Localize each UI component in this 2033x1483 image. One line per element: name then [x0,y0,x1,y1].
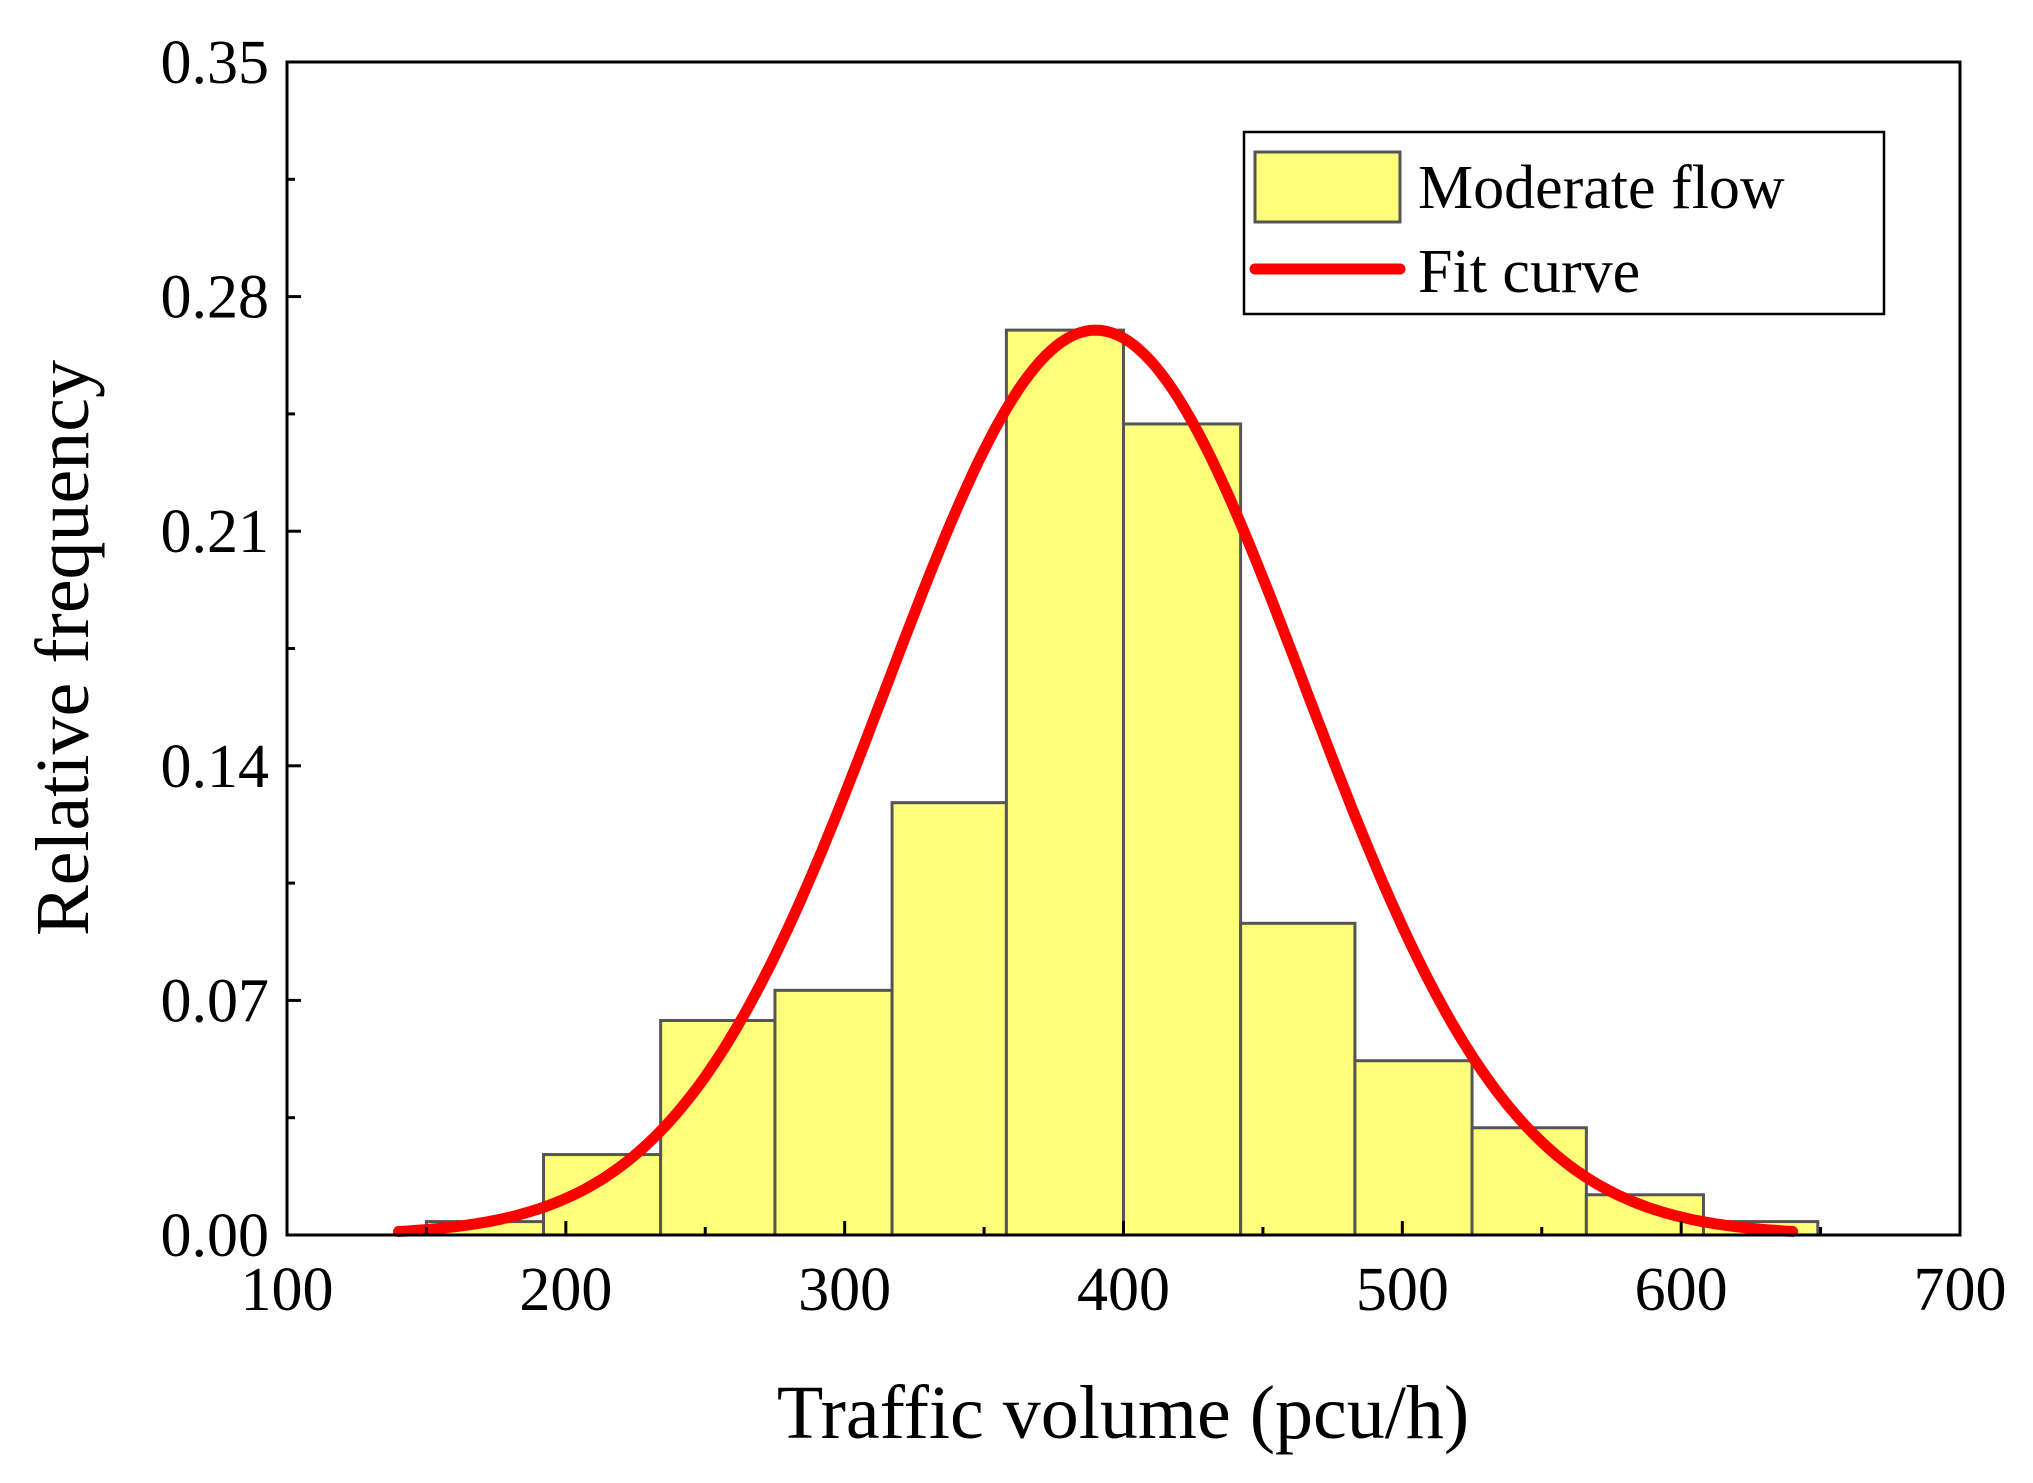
x-tick-label-200: 200 [519,1256,612,1324]
x-tick-label-300: 300 [798,1256,891,1324]
histogram-bar-9 [1353,1059,1474,1237]
histogram-bar-7 [1122,422,1243,1237]
x-tick-label-400: 400 [1077,1256,1170,1324]
y-tick-label-0.28: 0.28 [161,264,270,332]
legend-label-fit-curve: Fit curve [1418,238,1640,306]
fit-curve-line [393,324,1799,1237]
histogram-bar-5 [890,801,1008,1237]
y-axis-title: Relative frequency [21,360,105,936]
x-tick-label-500: 500 [1356,1256,1449,1324]
y-tick-label-0.07: 0.07 [161,967,270,1035]
y-axis-ticks: 0.00 0.07 0.14 0.21 0.28 0.35 [161,29,301,1270]
histogram-bar-6 [1004,328,1126,1237]
legend: Moderate flow Fit curve [1242,130,1886,316]
histogram-bars [424,328,1820,1237]
histogram-bar-10 [1470,1126,1588,1237]
x-axis-ticks: 100 200 300 400 500 600 700 [241,1221,2007,1324]
x-axis-title: Traffic volume (pcu/h) [777,1371,1469,1455]
y-tick-label-0.00: 0.00 [161,1202,270,1270]
x-tick-label-100: 100 [241,1256,334,1324]
y-tick-label-0.21: 0.21 [161,498,270,566]
y-tick-label-0.14: 0.14 [161,733,270,801]
y-tick-label-0.35: 0.35 [161,29,270,97]
legend-label-moderate-flow: Moderate flow [1418,154,1785,222]
histogram-bar-4 [773,988,894,1237]
x-tick-label-600: 600 [1635,1256,1728,1324]
x-tick-label-700: 700 [1914,1256,2007,1324]
histogram-bar-8 [1239,921,1357,1237]
legend-swatch-moderate-flow [1253,150,1402,224]
